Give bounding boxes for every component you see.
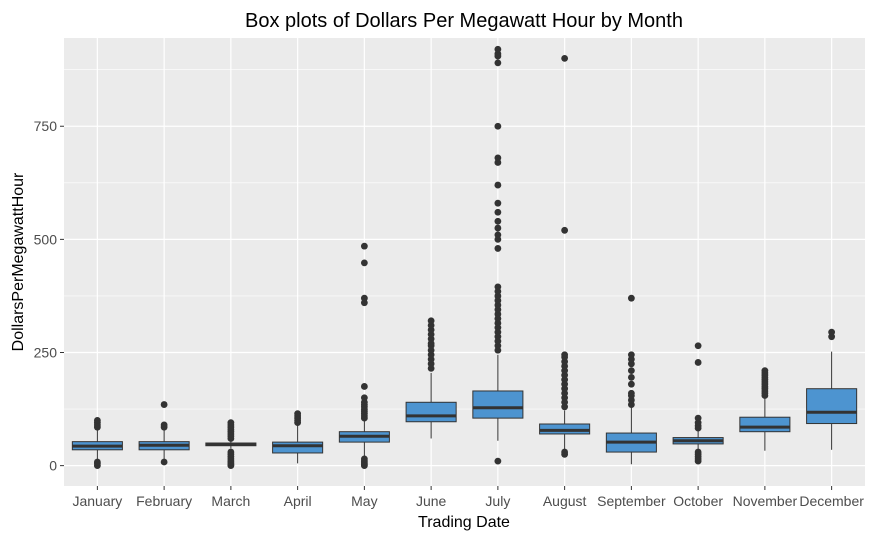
outlier-point	[360, 294, 368, 302]
box-february	[138, 401, 190, 466]
outlier-point	[494, 122, 502, 130]
outlier-point	[160, 458, 168, 466]
outlier-point	[627, 294, 635, 302]
chart-title: Box plots of Dollars Per Megawatt Hour b…	[245, 10, 683, 32]
box-november	[739, 367, 791, 451]
x-tick-label: August	[543, 493, 587, 509]
x-tick-label: April	[284, 493, 312, 509]
outlier-point	[160, 401, 168, 408]
x-tick-label: July	[485, 493, 510, 509]
y-axis: 0 250 500 750	[34, 118, 64, 474]
x-tick-label: June	[416, 493, 447, 509]
x-tick-label: September	[597, 493, 666, 509]
outlier-point	[494, 45, 502, 53]
outlier-point	[494, 181, 502, 189]
outlier-point	[360, 259, 368, 267]
box-iqr	[272, 441, 324, 454]
outlier-point	[494, 231, 502, 239]
outlier-point	[494, 283, 502, 291]
x-tick-label: December	[799, 493, 864, 509]
outlier-point	[227, 419, 235, 427]
outlier-point	[360, 394, 368, 402]
outlier-point	[627, 367, 635, 375]
box-august	[539, 54, 591, 458]
outlier-point	[494, 224, 502, 232]
outlier-point	[427, 317, 435, 325]
outlier-point	[93, 416, 101, 424]
outlier-point	[561, 54, 569, 62]
outlier-point	[360, 383, 368, 390]
outlier-point	[494, 245, 502, 252]
y-tick-label: 0	[49, 458, 57, 474]
box-iqr	[405, 401, 457, 423]
outlier-point	[694, 414, 702, 422]
x-axis: January February March April May June July Augu…	[72, 486, 864, 509]
outlier-point	[294, 410, 302, 417]
outlier-point	[160, 421, 168, 429]
outlier-point	[561, 226, 569, 234]
box-december	[806, 328, 858, 450]
x-tick-label: January	[72, 493, 122, 509]
outlier-point	[494, 199, 502, 207]
outlier-point	[761, 367, 769, 375]
box-iqr	[472, 390, 524, 419]
x-tick-label: May	[351, 493, 377, 509]
box-april	[272, 410, 324, 464]
box-iqr	[806, 388, 858, 425]
outlier-point	[494, 59, 502, 67]
outlier-point	[360, 242, 368, 250]
box-june	[405, 317, 457, 439]
outlier-point	[561, 351, 569, 359]
box-may	[338, 242, 390, 470]
x-tick-label: November	[733, 493, 798, 509]
outlier-point	[227, 448, 235, 456]
box-july	[472, 45, 524, 465]
outlier-point	[694, 359, 702, 366]
plot-panel	[64, 38, 865, 486]
x-axis-title: Trading Date	[418, 514, 510, 531]
outlier-point	[561, 448, 569, 456]
y-tick-label: 250	[34, 345, 58, 361]
outlier-point	[627, 380, 635, 388]
box-september	[605, 294, 657, 465]
box-january	[71, 416, 123, 470]
outlier-point	[494, 457, 502, 465]
box-march	[205, 419, 257, 470]
outlier-point	[494, 208, 502, 216]
outlier-point	[494, 154, 502, 162]
y-axis-title: DollarsPerMegawattHour	[10, 172, 27, 351]
y-tick-label: 500	[34, 231, 58, 247]
outlier-point	[494, 217, 502, 225]
outlier-point	[627, 373, 635, 381]
y-tick-label: 750	[34, 118, 58, 134]
box-iqr	[739, 416, 791, 433]
x-tick-label: October	[673, 493, 723, 509]
outlier-point	[360, 455, 368, 463]
outlier-point	[694, 448, 702, 456]
outlier-point	[694, 342, 702, 350]
outlier-point	[93, 458, 101, 466]
x-tick-label: March	[211, 493, 250, 509]
box-october	[672, 342, 724, 465]
outlier-point	[627, 351, 635, 359]
outlier-point	[828, 328, 836, 336]
x-tick-label: February	[136, 493, 192, 509]
boxes-layer	[71, 45, 858, 470]
outlier-point	[627, 389, 635, 397]
